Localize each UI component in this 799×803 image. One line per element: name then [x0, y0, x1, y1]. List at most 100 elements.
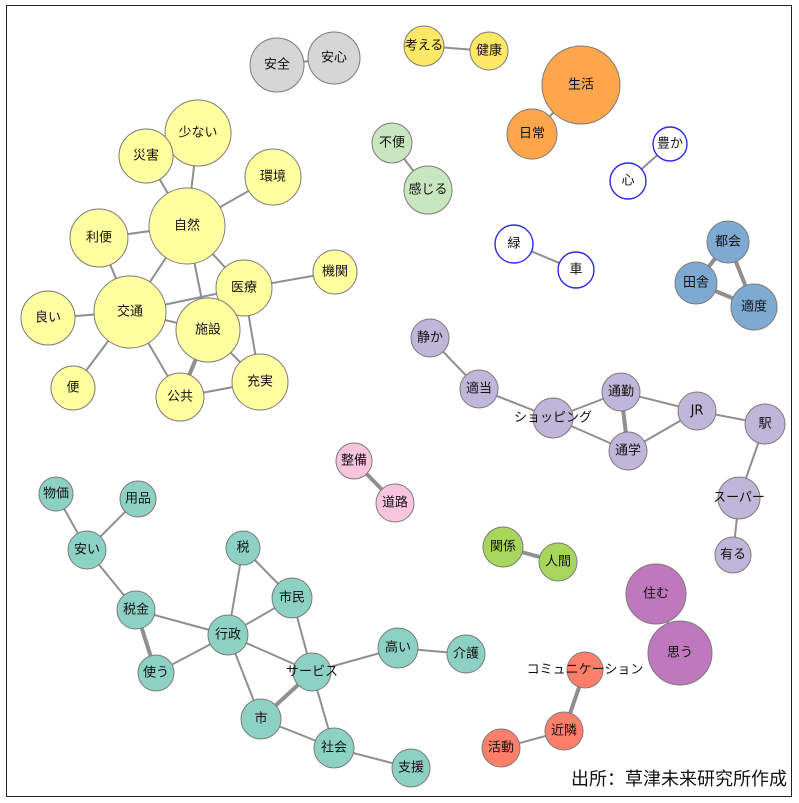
- node-circle: [244, 148, 302, 206]
- node-circle: [240, 698, 282, 740]
- node-circle: [677, 391, 717, 431]
- node-goods: 用品: [119, 480, 157, 518]
- node-suitable: 適当: [459, 369, 499, 409]
- node-circle: [652, 126, 688, 162]
- node-disaster: 災害: [118, 128, 174, 184]
- node-quiet: 静か: [410, 318, 450, 358]
- node-enrich: 充実: [231, 353, 289, 411]
- node-circle: [155, 372, 205, 422]
- node-label: 駅: [758, 417, 771, 432]
- node-health: 健康: [469, 31, 509, 71]
- node-circle: [538, 542, 578, 582]
- node-label: 安全: [264, 57, 290, 73]
- node-circle: [292, 652, 332, 692]
- node-think: 考える: [403, 25, 445, 67]
- node-circle: [494, 224, 534, 264]
- node-circle: [371, 122, 413, 164]
- node-label: 医療: [231, 281, 257, 296]
- node-label: 市民: [279, 590, 305, 606]
- node-good: 良い: [20, 290, 76, 346]
- node-facility: 施設: [175, 297, 241, 363]
- node-label: ショッピング: [514, 411, 592, 426]
- node-circle: [377, 627, 419, 669]
- node-prices: 物価: [38, 476, 74, 512]
- node-circle: [410, 318, 450, 358]
- diagram-frame: [6, 5, 792, 797]
- node-circle: [67, 530, 107, 570]
- node-label: 通学: [615, 443, 641, 459]
- node-super: スーパー: [713, 476, 765, 520]
- node-label: 税金: [123, 602, 149, 618]
- node-label: 道路: [382, 495, 408, 511]
- node-label: 介護: [453, 646, 479, 662]
- node-circle: [175, 297, 241, 363]
- node-label: 有る: [720, 548, 746, 563]
- node-label: 不便: [379, 136, 405, 151]
- node-medical: 医療: [215, 259, 273, 317]
- node-label: 用品: [125, 492, 151, 507]
- node-circle: [717, 476, 761, 520]
- node-circle: [335, 442, 373, 480]
- node-circle: [312, 249, 358, 295]
- node-label: 少ない: [178, 126, 217, 141]
- node-support: 支援: [391, 748, 431, 788]
- node-commute: 通勤: [601, 372, 641, 412]
- node-label: 関係: [490, 540, 516, 555]
- node-label: 感じる: [408, 182, 447, 198]
- node-circle: [69, 208, 129, 268]
- node-heart: 心: [609, 162, 647, 200]
- node-label: 生活: [568, 78, 594, 93]
- node-label: サービス: [286, 665, 338, 680]
- node-school: 通学: [608, 431, 648, 471]
- node-car: 車: [557, 251, 595, 289]
- node-env: 環境: [244, 148, 302, 206]
- node-circle: [20, 290, 76, 346]
- node-human: 人間: [538, 542, 578, 582]
- node-circle: [215, 259, 273, 317]
- node-circle: [225, 530, 261, 566]
- node-circle: [609, 162, 647, 200]
- node-circle: [706, 220, 750, 264]
- node-circle: [601, 372, 641, 412]
- node-label: 豊か: [657, 137, 683, 152]
- node-label: 便: [66, 381, 79, 396]
- node-peace: 安心: [307, 31, 361, 85]
- node-service: サービス: [286, 652, 338, 692]
- node-label: 機関: [322, 265, 348, 280]
- node-road: 道路: [375, 483, 415, 523]
- node-circle: [714, 536, 752, 574]
- node-label: 社会: [321, 740, 347, 756]
- node-circle: [207, 614, 249, 656]
- node-label: 災害: [133, 148, 159, 164]
- node-society: 社会: [313, 727, 355, 769]
- node-rural: 田舎: [674, 261, 718, 305]
- node-station: 駅: [744, 403, 786, 445]
- node-relation: 関係: [482, 526, 524, 568]
- source-note: 出所：草津未来研究所作成: [571, 769, 787, 790]
- node-neighbor: 近隣: [544, 711, 584, 751]
- node-omou: 思う: [647, 620, 713, 686]
- node-label: 静か: [417, 331, 443, 346]
- node-label: 安心: [321, 51, 347, 66]
- node-label: 使う: [143, 665, 169, 681]
- node-circle: [541, 45, 621, 125]
- node-circle: [38, 476, 74, 512]
- node-taxmoney: 税金: [116, 590, 156, 630]
- node-label: 適度: [741, 299, 767, 315]
- node-circle: [566, 651, 604, 689]
- node-label: 田舎: [683, 276, 709, 291]
- node-circle: [119, 480, 157, 518]
- node-municipal: 市: [240, 698, 282, 740]
- node-circle: [137, 654, 175, 692]
- node-feel: 感じる: [403, 165, 453, 215]
- node-label: 行政: [215, 628, 241, 643]
- node-label: 安い: [74, 543, 100, 558]
- node-citizen: 市民: [271, 577, 313, 619]
- node-circle: [231, 353, 289, 411]
- node-circle: [482, 526, 524, 568]
- node-maint: 整備: [335, 442, 373, 480]
- node-circle: [148, 187, 226, 265]
- node-circle: [375, 483, 415, 523]
- node-label: 整備: [341, 453, 367, 469]
